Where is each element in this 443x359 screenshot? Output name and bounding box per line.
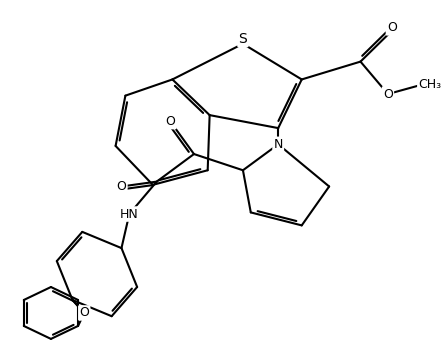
Text: CH₃: CH₃ (418, 78, 442, 91)
Text: HN: HN (120, 208, 139, 220)
Text: O: O (387, 22, 397, 34)
Text: O: O (79, 307, 89, 320)
Text: O: O (383, 88, 393, 101)
Text: S: S (239, 32, 247, 46)
Text: N: N (273, 138, 283, 151)
Text: O: O (166, 115, 175, 128)
Text: O: O (117, 180, 126, 193)
Text: S: S (239, 32, 247, 46)
